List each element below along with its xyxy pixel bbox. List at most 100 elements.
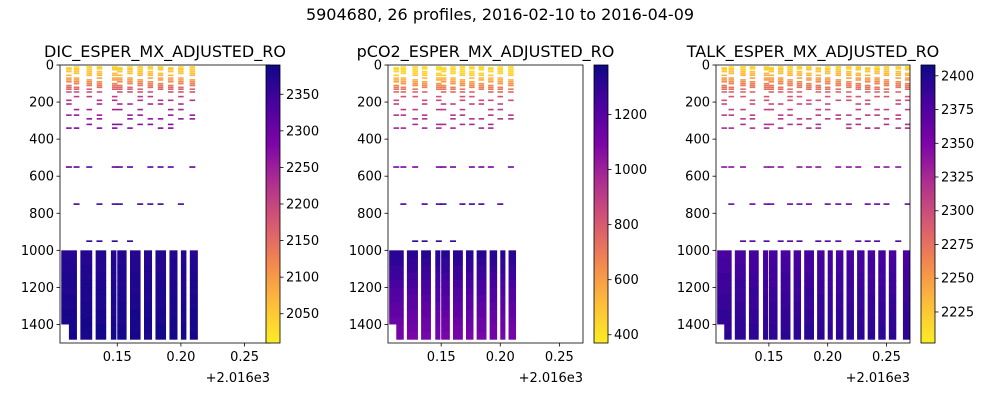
data-cell <box>130 250 141 259</box>
data-cell <box>855 79 862 81</box>
data-cell <box>804 294 814 303</box>
data-cell <box>728 80 735 83</box>
data-cell <box>127 66 133 68</box>
data-cell <box>440 84 447 87</box>
data-cell <box>846 95 852 98</box>
data-cell <box>796 68 803 70</box>
data-cell <box>717 272 732 281</box>
data-cell <box>777 68 784 71</box>
data-cell <box>508 68 514 71</box>
data-cell <box>157 66 164 68</box>
data-cell <box>777 127 784 129</box>
data-cell <box>717 257 732 266</box>
data-cell <box>178 82 184 85</box>
data-cell <box>835 68 842 71</box>
data-cell <box>66 70 72 73</box>
data-cell <box>717 279 732 288</box>
x-tick-label: 0.15 <box>754 350 783 365</box>
data-cell <box>855 68 862 70</box>
data-cell <box>721 68 727 71</box>
data-cell <box>878 331 886 340</box>
data-cell <box>748 309 759 318</box>
data-cell <box>904 123 910 126</box>
data-cell <box>768 317 778 325</box>
data-cell <box>111 74 118 77</box>
data-cell <box>189 80 196 83</box>
data-cell <box>806 68 812 71</box>
data-cell <box>817 279 825 288</box>
data-cell <box>95 317 107 325</box>
data-cell <box>65 166 72 168</box>
data-cell <box>835 114 842 116</box>
data-cell <box>796 66 803 68</box>
data-cell <box>95 294 107 303</box>
data-cell <box>127 80 133 83</box>
data-cell <box>846 294 854 303</box>
data-cell <box>497 68 504 71</box>
data-cell <box>421 324 431 333</box>
chart-panel-3: TALK_ESPER_MX_ADJUSTED_RO0 200 400 600 800 10… <box>677 42 974 386</box>
data-cell <box>508 257 517 266</box>
data-cell <box>763 272 769 281</box>
y-tick-label: 800 <box>357 207 382 222</box>
data-cell <box>883 67 890 69</box>
data-cell <box>846 250 854 259</box>
data-cell <box>61 309 77 318</box>
data-cell <box>780 317 791 325</box>
data-cell <box>895 240 902 242</box>
data-cell <box>488 68 494 71</box>
data-cell <box>804 309 814 318</box>
data-cell <box>857 287 865 296</box>
data-cell <box>421 203 428 205</box>
data-cell <box>441 294 450 303</box>
data-cell <box>874 108 880 111</box>
data-cell <box>459 123 466 126</box>
data-cell <box>815 91 822 93</box>
data-cell <box>721 80 727 83</box>
data-cell <box>864 91 871 93</box>
data-cell <box>147 103 154 105</box>
data-cell <box>61 317 77 325</box>
colorbar <box>593 64 609 344</box>
data-cell <box>497 82 504 85</box>
data-cell <box>815 70 822 73</box>
data-cell <box>902 272 910 281</box>
data-cell <box>393 91 400 93</box>
data-cell <box>508 317 517 325</box>
data-cell <box>137 203 144 205</box>
data-cell <box>110 331 117 340</box>
data-cell <box>749 70 756 73</box>
data-cell <box>508 250 517 259</box>
data-cell <box>169 272 178 281</box>
data-cell <box>835 88 842 90</box>
data-cell <box>189 91 196 93</box>
data-cell <box>144 250 153 259</box>
data-cell <box>155 265 167 273</box>
data-cell <box>902 324 910 333</box>
data-cell <box>421 240 428 242</box>
data-cell <box>497 68 504 70</box>
data-cell <box>824 91 831 93</box>
data-cell <box>421 67 428 69</box>
data-cell <box>777 240 784 242</box>
data-cell <box>441 250 450 259</box>
data-cell <box>130 331 141 340</box>
data-cell <box>895 118 901 120</box>
data-cell <box>500 250 506 259</box>
data-cell <box>167 123 174 126</box>
data-cell <box>721 77 727 79</box>
data-cell <box>406 331 418 340</box>
data-cell <box>904 82 910 85</box>
data-cell <box>793 250 802 259</box>
data-cell <box>846 66 852 68</box>
data-cell <box>167 86 174 89</box>
data-cell <box>846 331 854 340</box>
data-cell <box>117 123 123 126</box>
data-cell <box>835 324 844 333</box>
data-cell <box>450 86 456 89</box>
data-cell <box>846 279 854 288</box>
data-cell <box>878 257 886 266</box>
data-cell <box>155 250 167 259</box>
data-cell <box>421 74 428 77</box>
data-cell <box>440 108 447 111</box>
